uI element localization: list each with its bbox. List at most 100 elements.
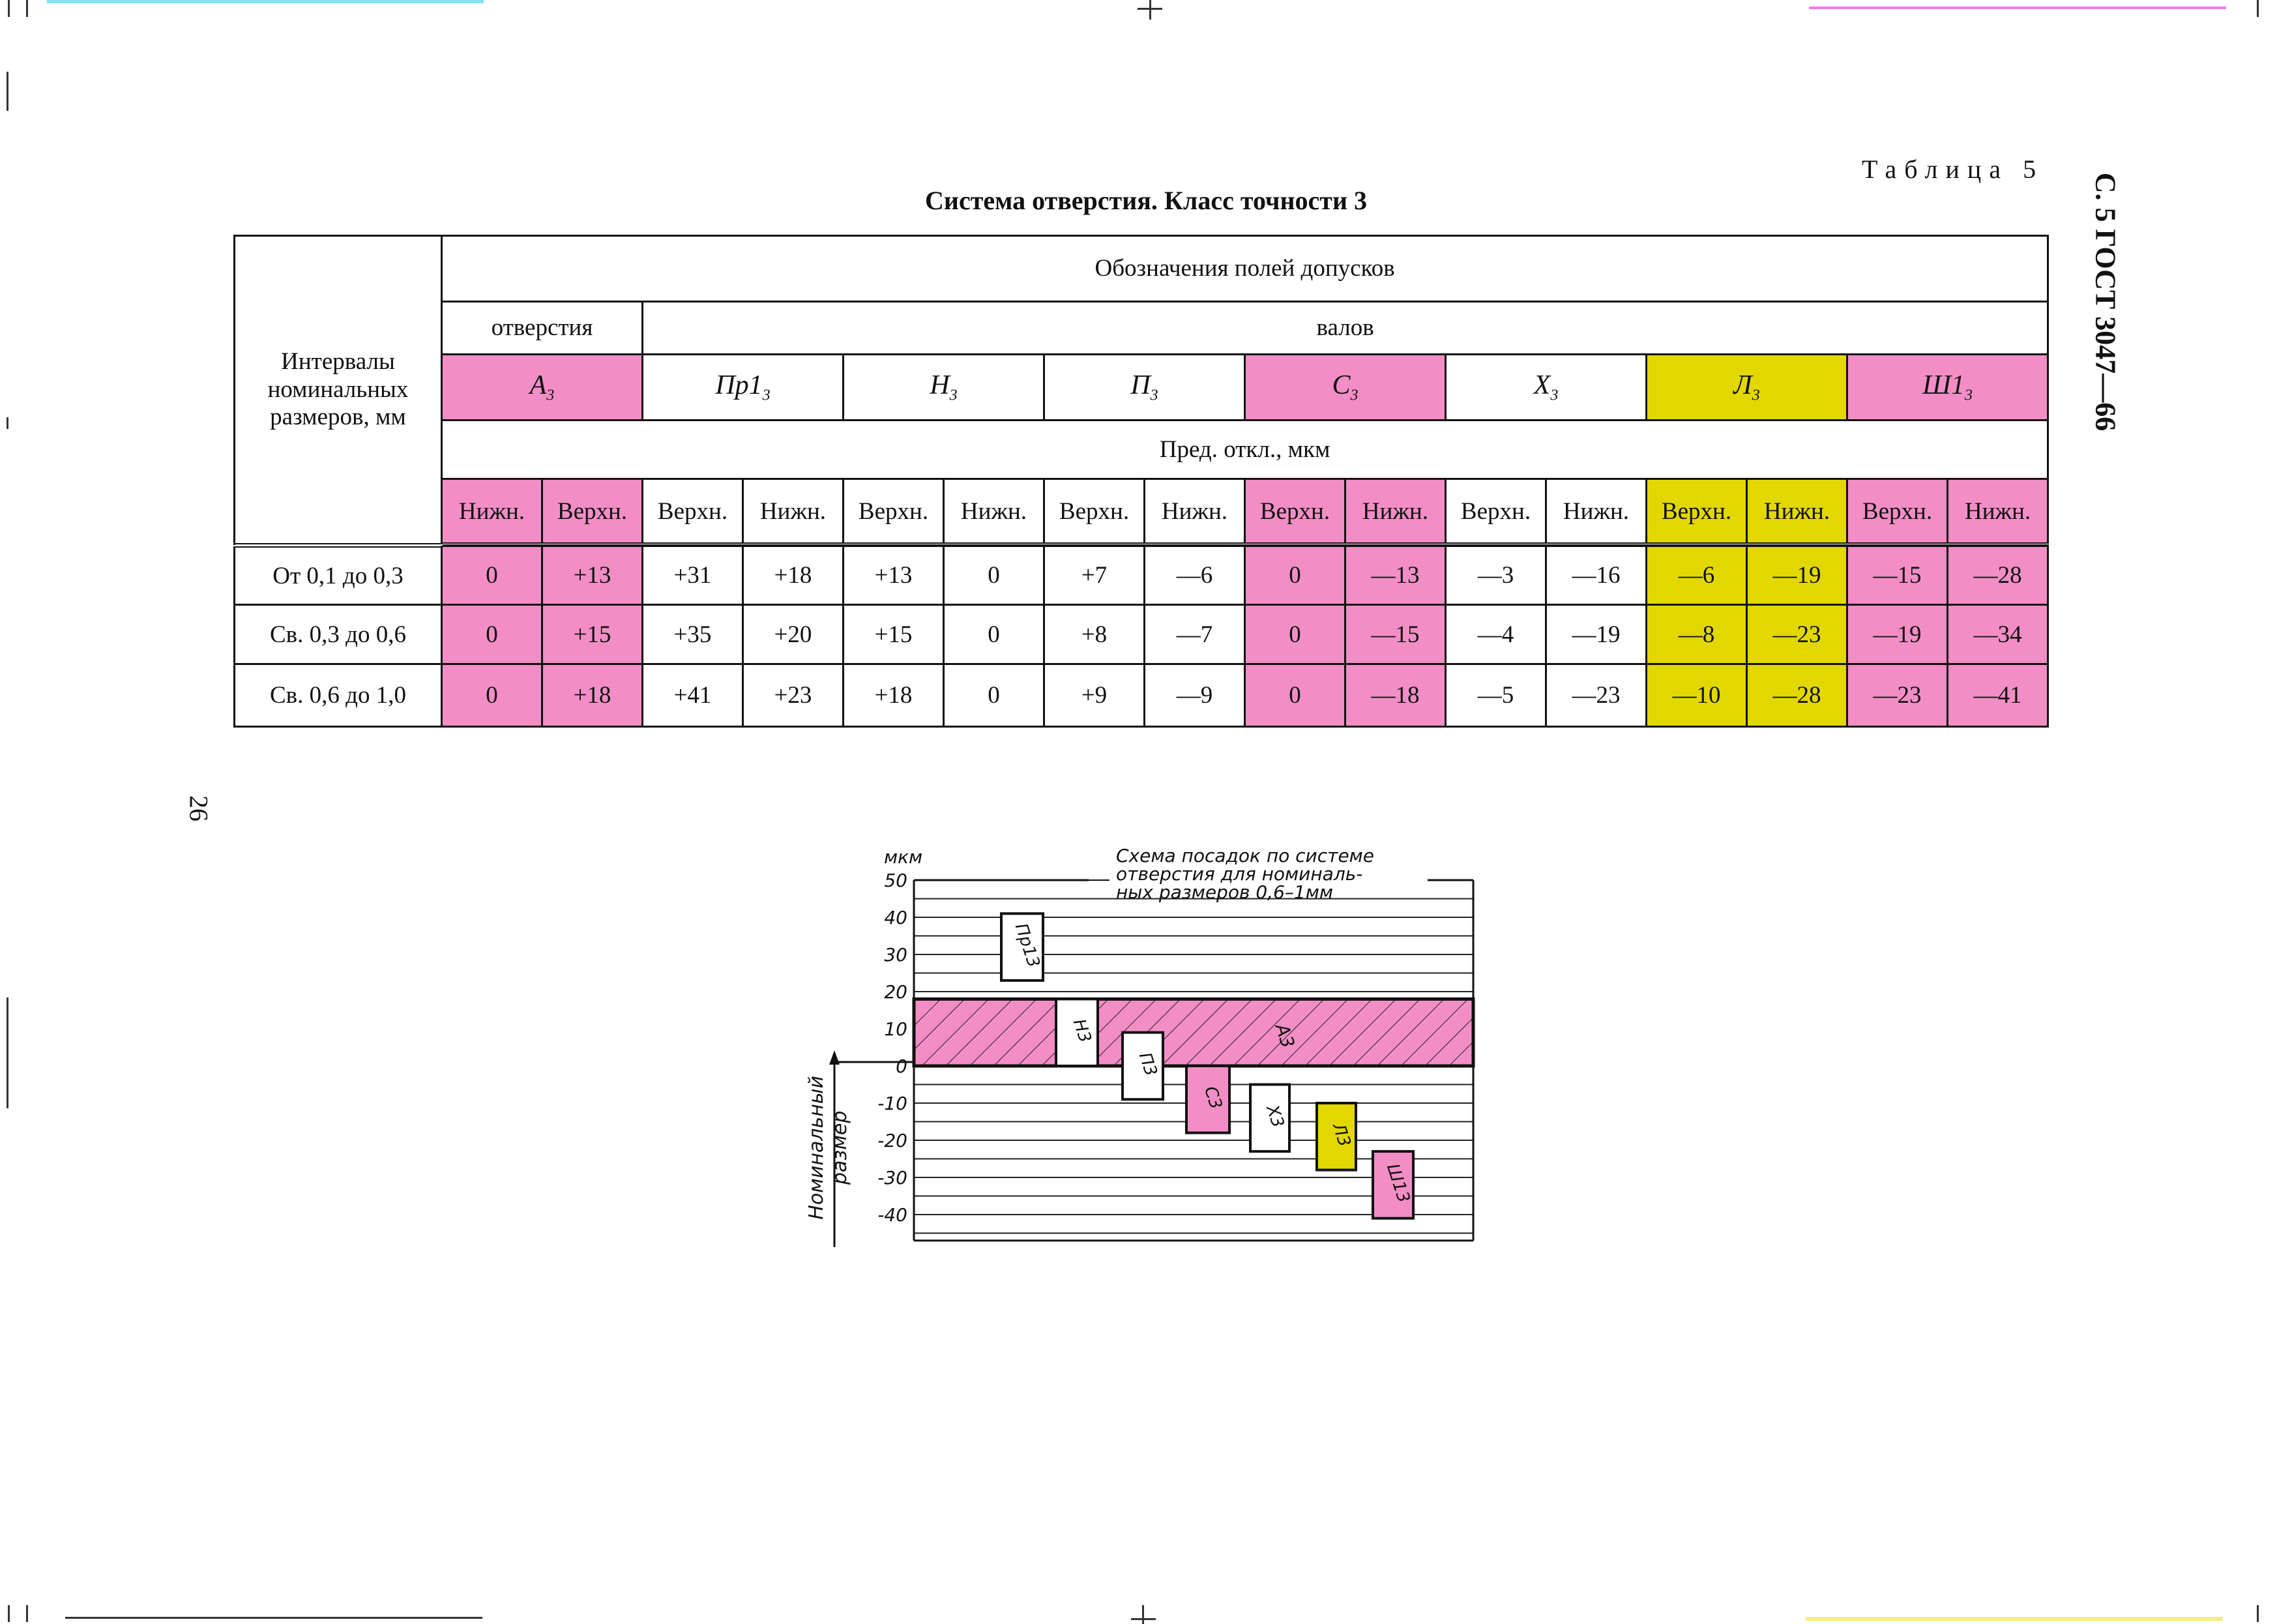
deviation-type-cell: Нижн. [943, 478, 1045, 548]
tolerance-field-3: Н3 [842, 353, 1045, 421]
value-cell: —4 [1445, 604, 1547, 666]
value-cell: —13 [1344, 544, 1447, 606]
field-grade: 3 [546, 387, 555, 404]
value-cell: +7 [1043, 544, 1145, 606]
y-tick-label: -20 [877, 1130, 907, 1151]
value-cell: +15 [541, 604, 643, 666]
nominal-axis-label: Номинальный [805, 1076, 828, 1220]
y-tick-label: 30 [884, 944, 907, 966]
deviation-type-cell: Верхн. [1846, 478, 1948, 548]
page-reference-text: С. 5 ГОСТ 3047—66 [2089, 172, 2122, 432]
deviation-type-cell: Нижн. [1344, 478, 1447, 548]
crop-mark [2257, 1605, 2259, 1622]
y-tick-label: -40 [877, 1204, 907, 1226]
value-cell: —23 [1746, 604, 1848, 666]
crop-mark [8, 1605, 10, 1622]
field-symbol: Ш1 [1922, 370, 1965, 400]
value-cell: 0 [943, 663, 1045, 728]
value-cell: +35 [641, 604, 744, 666]
y-tick-label: -30 [877, 1167, 907, 1188]
value-cell: —15 [1846, 544, 1948, 606]
chart-title-line: отверстия для номиналь- [1116, 863, 1362, 885]
value-cell: —28 [1946, 544, 2050, 606]
deviation-type-cell: Нижн. [441, 478, 543, 548]
nominal-axis-label: размер [829, 1111, 851, 1186]
deviation-type-cell: Верхн. [541, 478, 643, 548]
y-tick-label: 40 [884, 907, 907, 928]
deviation-type-cell: Нижн. [1545, 478, 1647, 548]
value-cell: —34 [1946, 604, 2050, 666]
deviations-header-text: Пред. откл., мкм [1159, 436, 1330, 464]
tolerance-field-5: С3 [1244, 353, 1447, 421]
interval-cell: Св. 0,3 до 0,6 [233, 604, 443, 666]
field-symbol: П [1130, 370, 1151, 400]
value-cell: —19 [1846, 604, 1948, 666]
crop-mark [1142, 1605, 1144, 1624]
shaft-field-bar [1315, 1102, 1357, 1172]
deviation-type-cell: Нижн. [1946, 478, 2050, 548]
table-row: Св. 0,6 до 1,0 0 +18 +41 +23 +18 0 +9 —9 0 —18 —5 —2… [233, 663, 2050, 728]
y-tick-label: 50 [884, 870, 907, 891]
color-bar-magenta [1809, 7, 2226, 9]
page-reference: С. 5 ГОСТ 3047—66 [2066, 162, 2145, 442]
holes-header-text: отверстия [491, 314, 593, 342]
crop-mark [1131, 1618, 1156, 1620]
interval-cell: Св. 0,6 до 1,0 [233, 663, 443, 728]
shaft-field-bar [1249, 1083, 1291, 1153]
value-cell: 0 [441, 604, 543, 666]
shafts-header-text: валов [1316, 314, 1374, 342]
value-cell: +20 [742, 604, 844, 666]
value-cell: +31 [641, 544, 744, 606]
crop-mark [26, 1605, 28, 1622]
tolerance-fields-row: A3 Пр13 Н3 П3 С3 Х3 Л3 Ш13 [235, 353, 2050, 421]
y-tick-label: -10 [877, 1093, 907, 1114]
value-cell: +23 [742, 663, 844, 728]
tolerance-field-8: Ш13 [1845, 353, 2050, 421]
crop-mark [7, 417, 8, 429]
deviation-type-cell: Верхн. [1244, 478, 1346, 548]
nominal-axis-arrow [829, 1050, 840, 1065]
crop-mark [1138, 8, 1162, 10]
value-cell: 0 [943, 544, 1045, 606]
value-cell: +15 [842, 604, 945, 666]
value-cell: +18 [541, 663, 643, 728]
field-symbol: С [1332, 370, 1351, 400]
holes-header-cell: отверстия [441, 300, 643, 355]
chart-fields [912, 912, 1475, 1220]
value-cell: —19 [1746, 544, 1848, 606]
tolerance-field-2: Пр13 [641, 353, 844, 421]
value-cell: 0 [441, 663, 543, 728]
crop-mark [65, 1617, 482, 1619]
value-cell: +18 [742, 544, 844, 606]
value-cell: —8 [1645, 604, 1748, 666]
shafts-header-cell: валов [641, 300, 2050, 355]
field-grade: 3 [1550, 387, 1559, 404]
value-cell: 0 [441, 544, 543, 606]
value-cell: —28 [1746, 663, 1848, 728]
value-cell: 0 [1244, 663, 1346, 728]
group-header-text: Обозначения полей допусков [1095, 255, 1395, 282]
field-grade: 3 [1150, 387, 1158, 404]
value-cell: +9 [1043, 663, 1145, 728]
field-grade: 3 [762, 387, 771, 404]
value-cell: —5 [1445, 663, 1547, 728]
fit-scheme-chart: Пр13Н3П3С3Х3Л3Ш13A350403020100-10-20-30-… [805, 845, 1475, 1247]
table-title: Система отверстия. Класс точности 3 [925, 186, 1367, 215]
value-cell: +8 [1043, 604, 1145, 666]
value-cell: 0 [943, 604, 1045, 666]
deviation-type-cell: Нижн. [1746, 478, 1848, 548]
shaft-field-bar [1185, 1065, 1231, 1134]
interval-cell: От 0,1 до 0,3 [233, 544, 443, 606]
crop-mark [26, 0, 28, 17]
tolerance-field-1: A3 [441, 353, 643, 421]
table-row: От 0,1 до 0,3 0 +13 +31 +18 +13 0 +7 —6 0 —13 —3 —16… [233, 544, 2050, 606]
crop-mark [1149, 0, 1151, 20]
color-bar-cyan [47, 0, 484, 3]
page-number-text: 26 [184, 795, 214, 821]
tolerance-field-6: Х3 [1445, 353, 1647, 421]
hole-field-hatch [912, 997, 1475, 1068]
crop-mark [8, 0, 10, 17]
deviation-type-cell: Верхн. [641, 478, 744, 548]
field-symbol: Пр1 [715, 370, 763, 400]
value-cell: —15 [1344, 604, 1447, 666]
